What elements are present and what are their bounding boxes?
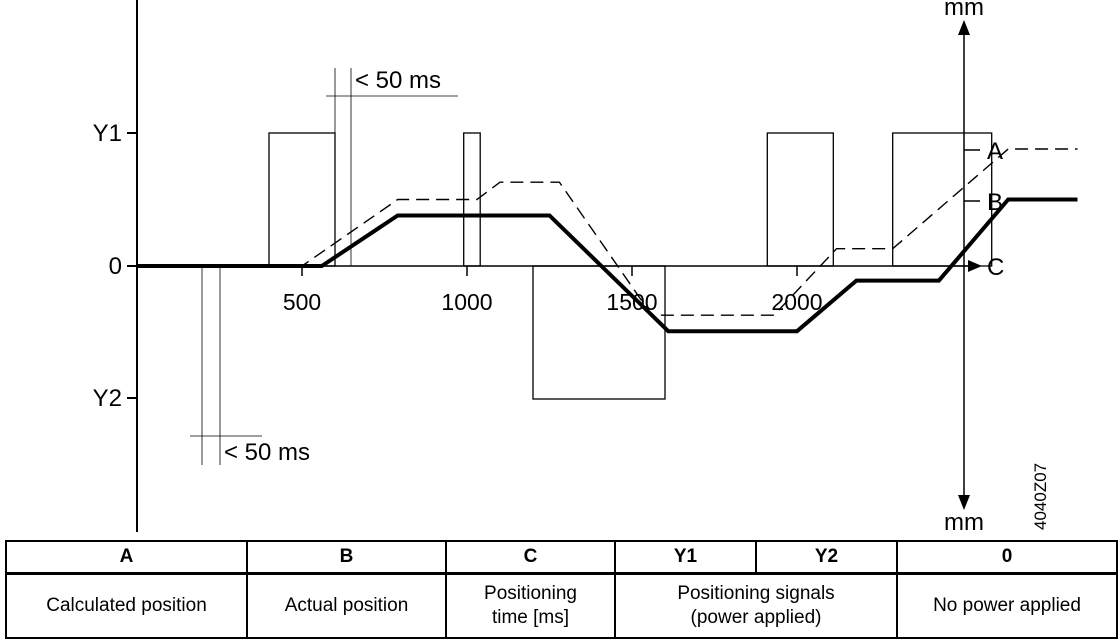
curve-a-label: A	[987, 138, 1003, 165]
x-ticks: 500 1000 1500 2000	[283, 266, 823, 315]
legend-header-y1: Y1	[614, 540, 757, 575]
legend-desc-zero: No power applied	[896, 572, 1118, 639]
upper-time-label: < 50 ms	[355, 67, 441, 94]
legend-desc-y-line1: Positioning signals	[677, 583, 835, 604]
up-arrow-icon	[958, 20, 970, 35]
down-arrow-icon	[958, 495, 970, 510]
curve-b	[137, 197, 1078, 334]
y1-label: Y1	[93, 120, 122, 147]
pulse-y1-5	[892, 132, 993, 267]
mm-top-label: mm	[944, 0, 984, 21]
legend-description-row: Calculated position Actual position Posi…	[5, 572, 1118, 639]
legend-desc-c-line2: time [ms]	[491, 607, 570, 628]
legend-desc-b: Actual position	[246, 572, 447, 639]
pulse-y2-3	[532, 265, 666, 400]
position-curves	[137, 148, 1078, 334]
y2-label: Y2	[93, 385, 122, 412]
legend-desc-y: Positioning signals (power applied)	[614, 572, 898, 639]
curve-a	[137, 148, 1078, 316]
zero-label: 0	[109, 253, 122, 280]
legend-header-zero: 0	[896, 540, 1118, 575]
x-tick-label-2000: 2000	[771, 289, 822, 315]
legend-header-a: A	[5, 540, 248, 575]
x-tick-label-1000: 1000	[441, 289, 492, 315]
legend-header-c: C	[445, 540, 616, 575]
legend-desc-c-line1: Positioning	[484, 583, 577, 604]
legend-desc-y-line2: (power applied)	[690, 607, 822, 628]
curve-c-label: C	[987, 254, 1004, 281]
timing-diagram: Y1 0 Y2 500 1000 1500 2000 mm mm A B C < 50…	[93, 0, 1078, 536]
pulse-y1-4	[766, 132, 834, 267]
pulse-y1-1	[268, 132, 336, 267]
time-axis-arrow-icon	[968, 260, 982, 272]
x-tick-label-500: 500	[283, 289, 321, 315]
mm-bottom-label: mm	[944, 509, 984, 536]
legend-desc-c: Positioning time [ms]	[445, 572, 616, 639]
legend-table: A B C Y1 Y2 0 Calculated position Actual…	[5, 540, 1118, 639]
legend-desc-a: Calculated position	[5, 572, 248, 639]
figure-code: 4040Z07	[1031, 463, 1050, 530]
lower-time-label: < 50 ms	[224, 439, 310, 466]
legend-header-row: A B C Y1 Y2 0	[5, 540, 1118, 575]
legend-header-y2: Y2	[755, 540, 898, 575]
legend-header-b: B	[246, 540, 447, 575]
